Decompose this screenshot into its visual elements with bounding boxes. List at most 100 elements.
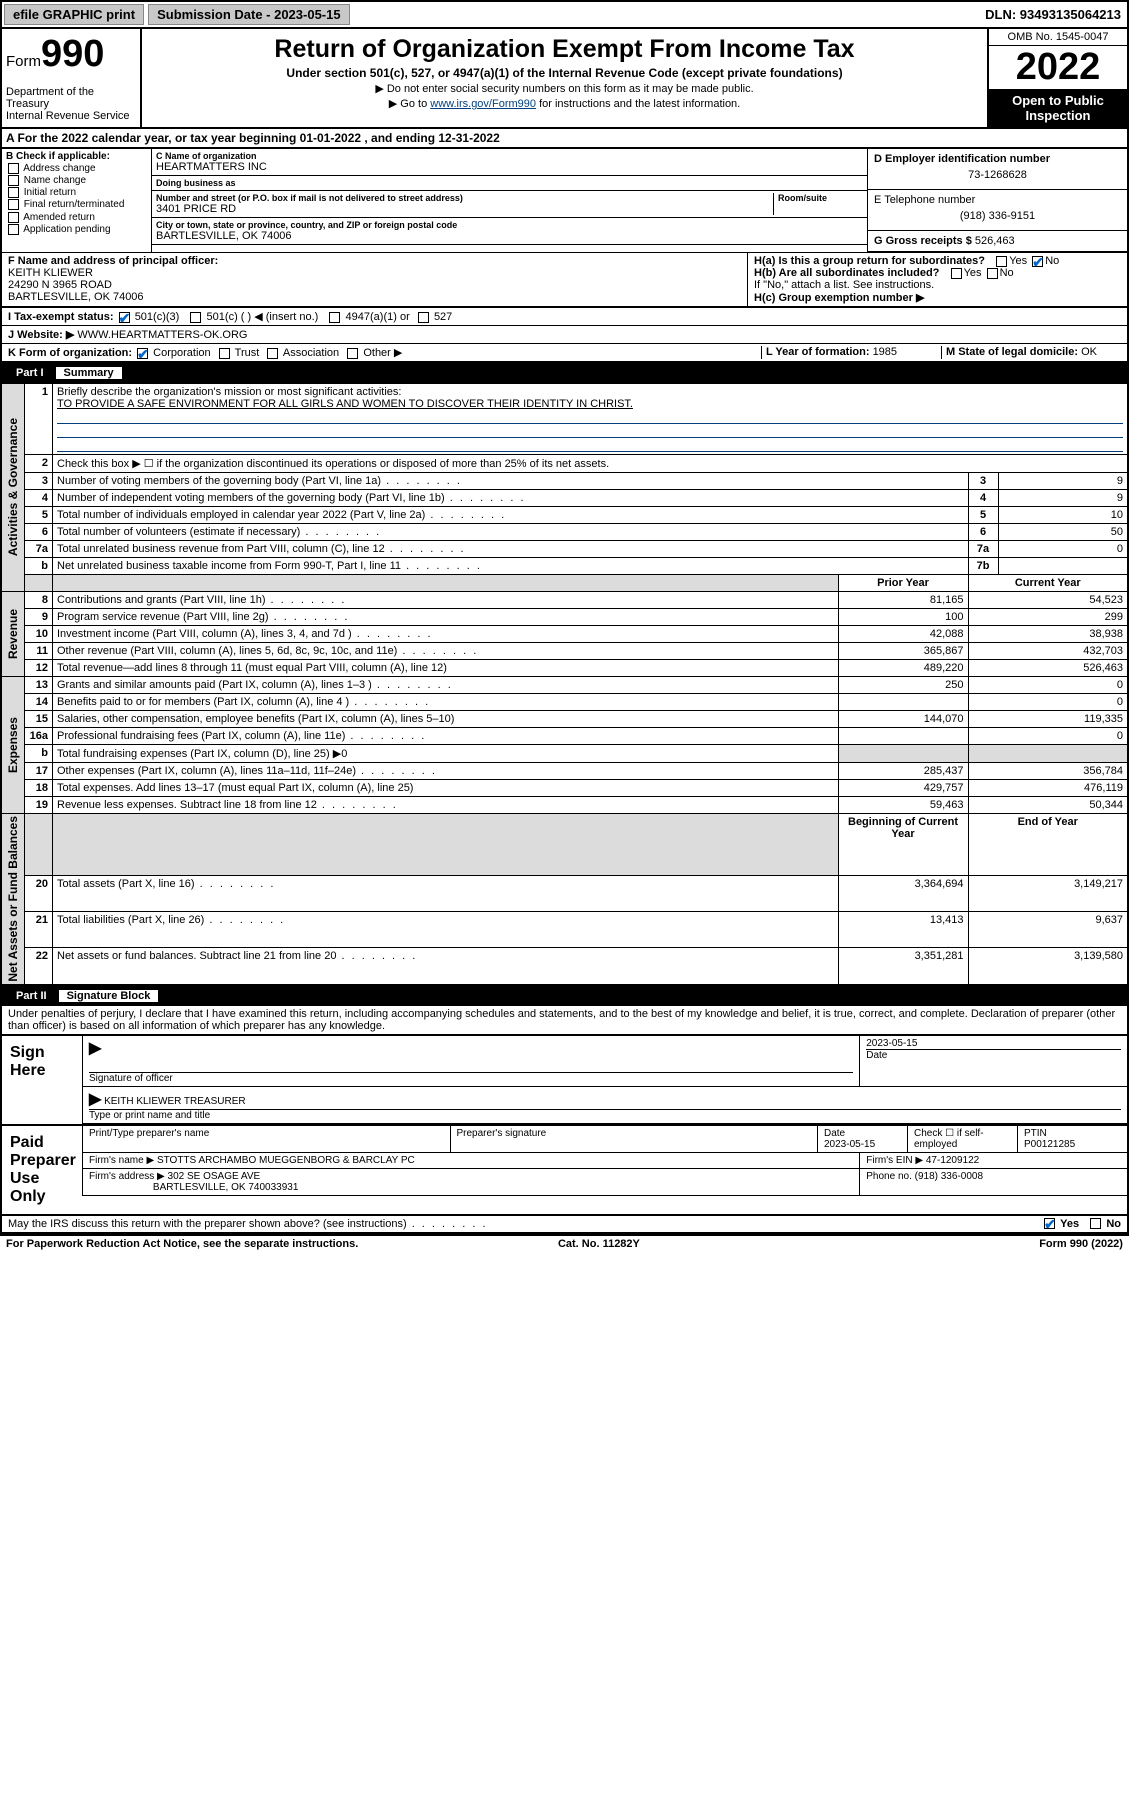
type-name-label: Type or print name and title [89,1109,1121,1121]
line2: Check this box ▶ ☐ if the organization d… [53,455,1129,473]
address-label: Number and street (or P.O. box if mail i… [156,193,773,203]
gov-row: 4Number of independent voting members of… [1,490,1128,507]
firm-name-label: Firm's name ▶ [89,1155,157,1166]
part2-header: Part II Signature Block [0,986,1129,1006]
domicile: OK [1081,346,1097,358]
irs-text: Internal Revenue Service [6,110,136,122]
form-ref: Form 990 (2022) [1039,1238,1123,1250]
row-i: I Tax-exempt status: 501(c)(3) 501(c) ( … [0,308,1129,326]
col-c: C Name of organization HEARTMATTERS INC … [152,149,867,252]
hb-yes[interactable] [951,268,962,279]
chk-501c[interactable] [190,312,201,323]
dept-text: Department of the Treasury [6,86,136,110]
rev-row: 12Total revenue—add lines 8 through 11 (… [1,660,1128,677]
form-label: Form [6,53,41,70]
header-right: OMB No. 1545-0047 2022 Open to Public In… [987,29,1127,127]
side-expenses: Expenses [1,677,25,814]
exp-row: 18Total expenses. Add lines 13–17 (must … [1,780,1128,797]
ha-yes[interactable] [996,256,1007,267]
chk-501c3[interactable] [119,312,130,323]
submission-date-button[interactable]: Submission Date - 2023-05-15 [148,4,350,25]
tax-status-label: I Tax-exempt status: [8,311,114,323]
chk-name-change[interactable] [8,175,19,186]
ha-no[interactable] [1032,256,1043,267]
chk-527[interactable] [418,312,429,323]
omb-number: OMB No. 1545-0047 [989,29,1127,46]
gross-receipts-value: 526,463 [975,235,1015,247]
check-self-employed: Check ☐ if self-employed [907,1126,1017,1152]
hdr-prior: Prior Year [838,575,968,592]
city-value: BARTLESVILLE, OK 74006 [156,230,863,242]
na-row: 21Total liabilities (Part X, line 26)13,… [1,911,1128,947]
ptin-label: PTIN [1024,1128,1047,1139]
date-label: Date [866,1049,1121,1061]
exp-row: bTotal fundraising expenses (Part IX, co… [1,745,1128,763]
exp-row: 16aProfessional fundraising fees (Part I… [1,728,1128,745]
chk-other[interactable] [347,348,358,359]
dba-label: Doing business as [156,178,863,188]
arrow-icon: ▶ [89,1091,101,1108]
summary-table: Activities & Governance 1 Briefly descri… [0,383,1129,986]
section-bcd: B Check if applicable: Address change Na… [0,149,1129,252]
firm-phone: (918) 336-0008 [915,1171,983,1182]
chk-address-change[interactable] [8,163,19,174]
room-label: Room/suite [778,193,863,203]
chk-assoc[interactable] [267,348,278,359]
paperwork-notice: For Paperwork Reduction Act Notice, see … [6,1238,358,1250]
firm-ein: 47-1209122 [926,1155,979,1166]
line1: Briefly describe the organization's miss… [53,384,1129,455]
col-d: D Employer identification number 73-1268… [867,149,1127,252]
phone-value: (918) 336-9151 [874,206,1121,226]
sig-intro: Under penalties of perjury, I declare th… [0,1006,1129,1036]
firm-addr1: 302 SE OSAGE AVE [168,1171,261,1182]
hb-label: H(b) Are all subordinates included? [754,267,939,279]
chk-trust[interactable] [219,348,230,359]
chk-4947[interactable] [329,312,340,323]
exp-row: 19Revenue less expenses. Subtract line 1… [1,797,1128,814]
gov-row: 7aTotal unrelated business revenue from … [1,541,1128,558]
gross-receipts-label: G Gross receipts $ [874,235,975,247]
ha-label: H(a) Is this a group return for subordin… [754,255,985,267]
side-activities: Activities & Governance [1,384,25,592]
firm-addr-label: Firm's address ▶ [89,1171,168,1182]
open-public-badge: Open to Public Inspection [989,89,1127,127]
org-name: HEARTMATTERS INC [156,161,863,173]
form-header: Form990 Department of the Treasury Inter… [0,29,1129,129]
chk-application-pending[interactable] [8,224,19,235]
col-b-checkboxes: B Check if applicable: Address change Na… [2,149,152,252]
officer-sig-label: Signature of officer [89,1072,853,1084]
exp-row: 14Benefits paid to or for members (Part … [1,694,1128,711]
sign-here-block: Sign Here ▶ Signature of officer 2023-05… [0,1036,1129,1126]
paid-preparer-block: Paid Preparer Use Only Print/Type prepar… [0,1126,1129,1216]
year-formation: 1985 [873,346,897,358]
rev-row: 9Program service revenue (Part VIII, lin… [1,609,1128,626]
irs-link[interactable]: www.irs.gov/Form990 [430,98,536,110]
form-title: Return of Organization Exempt From Incom… [146,35,983,64]
officer-addr1: 24290 N 3965 ROAD [8,279,741,291]
chk-initial-return[interactable] [8,187,19,198]
efile-print-button[interactable]: efile GRAPHIC print [4,4,144,25]
part1-num: Part I [8,367,52,379]
chk-amended[interactable] [8,212,19,223]
officer-name: KEITH KLIEWER [8,267,741,279]
prep-name-label: Print/Type preparer's name [82,1126,450,1152]
header-left: Form990 Department of the Treasury Inter… [2,29,142,127]
col-h: H(a) Is this a group return for subordin… [747,253,1127,306]
gov-row: 5Total number of individuals employed in… [1,507,1128,524]
chk-final-return[interactable] [8,199,19,210]
part2-title: Signature Block [59,990,159,1002]
chk-corp[interactable] [137,348,148,359]
hc-label: H(c) Group exemption number ▶ [754,292,924,304]
address-value: 3401 PRICE RD [156,203,773,215]
mission-text: TO PROVIDE A SAFE ENVIRONMENT FOR ALL GI… [57,398,633,410]
na-row: 20Total assets (Part X, line 16)3,364,69… [1,875,1128,911]
domicile-label: M State of legal domicile: [946,346,1081,358]
discuss-no[interactable] [1090,1218,1101,1229]
hb-no[interactable] [987,268,998,279]
officer-name-title: KEITH KLIEWER TREASURER [104,1096,246,1107]
rev-row: 10Investment income (Part VIII, column (… [1,626,1128,643]
gov-row: 6Total number of volunteers (estimate if… [1,524,1128,541]
firm-phone-label: Phone no. [866,1171,914,1182]
discuss-row: May the IRS discuss this return with the… [0,1216,1129,1234]
discuss-yes[interactable] [1044,1218,1055,1229]
